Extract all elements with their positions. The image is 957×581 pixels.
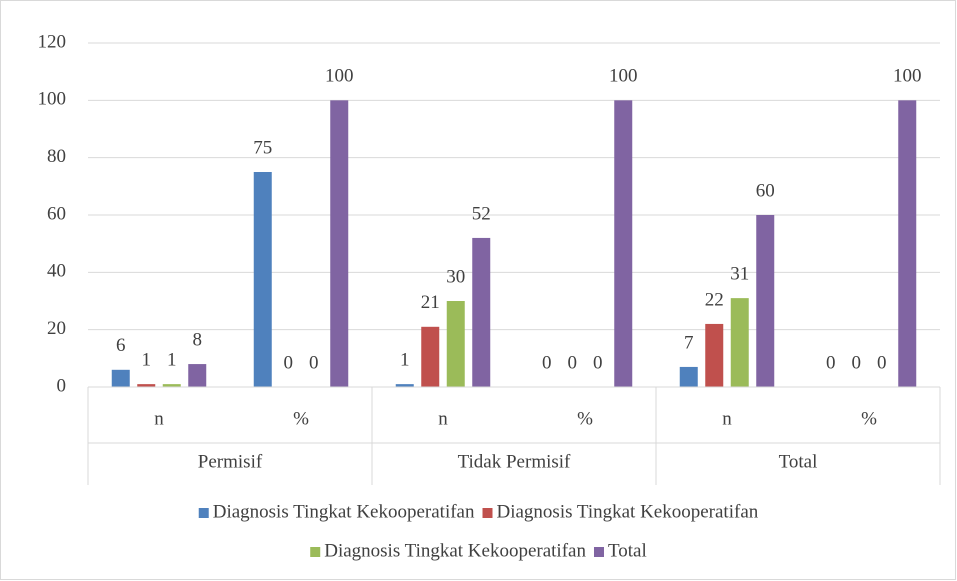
y-tick-label: 100 [38,89,67,110]
bar [614,100,633,387]
bar [679,366,698,387]
data-label: 0 [852,352,862,373]
bar [756,215,775,387]
legend-label: Total [608,540,647,561]
bar [730,298,749,387]
x-tick-label: n [154,408,164,429]
bar [111,369,130,387]
data-label: 100 [325,66,354,87]
group-label: Total [779,451,818,472]
data-label: 0 [593,352,603,373]
bar [446,301,465,387]
data-label: 52 [472,203,491,224]
group-label: Tidak Permisif [458,451,571,472]
data-label: 31 [730,263,749,284]
data-label: 22 [705,289,724,310]
bar [330,100,349,387]
data-label: 1 [400,349,410,370]
y-tick-label: 60 [47,203,66,224]
bar [188,364,207,387]
bar [421,326,440,387]
bar [472,237,491,387]
bar [705,323,724,387]
y-tick-label: 0 [57,375,67,396]
legend-label: Diagnosis Tingkat Kekooperatifan [213,501,475,522]
data-label: 1 [167,349,177,370]
x-tick-label: n [722,408,732,429]
data-label: 30 [446,266,465,287]
bar [253,172,272,387]
data-label: 60 [756,180,775,201]
x-tick-label: % [861,408,877,429]
y-tick-label: 120 [38,31,67,52]
data-label: 0 [568,352,578,373]
data-label: 100 [609,66,638,87]
data-label: 0 [309,352,319,373]
legend-label: Diagnosis Tingkat Kekooperatifan [324,540,586,561]
data-label: 1 [142,349,152,370]
data-label: 8 [193,329,203,350]
legend-label: Diagnosis Tingkat Kekooperatifan [497,501,759,522]
data-label: 100 [893,66,922,87]
legend-swatch [593,547,604,557]
x-tick-label: % [293,408,309,429]
data-label: 75 [253,137,272,158]
data-label: 0 [284,352,294,373]
x-tick-label: n [438,408,448,429]
legend-swatch [310,547,321,557]
bar [395,384,414,387]
y-tick-label: 80 [47,146,66,167]
data-label: 7 [684,332,694,353]
x-tick-label: % [577,408,593,429]
bar [162,384,181,387]
data-label: 21 [421,292,440,313]
y-tick-label: 40 [47,261,66,282]
legend-swatch [482,508,493,518]
bar [898,100,917,387]
group-label: Permisif [198,451,263,472]
data-label: 0 [542,352,552,373]
data-label: 0 [826,352,836,373]
legend-swatch [198,508,209,518]
data-label: 6 [116,335,126,356]
data-label: 0 [877,352,887,373]
y-tick-label: 20 [47,318,66,339]
bar [137,384,156,387]
